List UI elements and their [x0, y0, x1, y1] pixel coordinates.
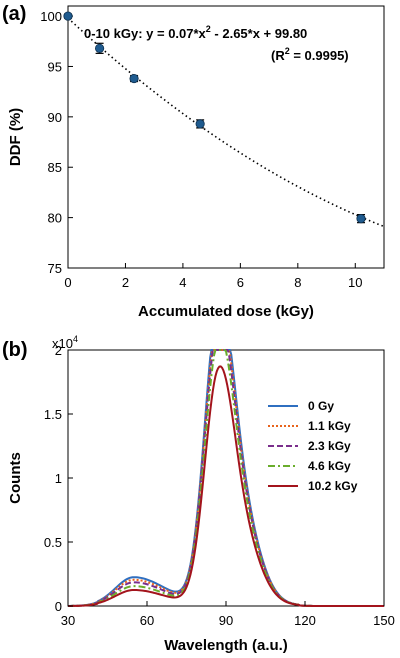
fit-r-squared: (R2 = 0.9995)	[271, 46, 349, 63]
legend-label: 10.2 kGy	[308, 479, 358, 493]
x-tick-label: 6	[237, 275, 244, 290]
y-tick-label: 1	[55, 471, 62, 486]
panel-b-plot-area	[67, 349, 385, 607]
series-line	[67, 349, 384, 607]
y-tick-label: 75	[48, 261, 62, 276]
y-tick-label: 80	[48, 211, 62, 226]
legend-item: 2.3 kGy	[268, 439, 351, 453]
data-point	[195, 119, 205, 129]
series-line	[67, 349, 384, 607]
series-line	[67, 349, 384, 607]
x-tick-label: 8	[294, 275, 301, 290]
series-line	[67, 349, 384, 607]
panel-a-label: (a)	[2, 3, 26, 25]
x-tick-label: 120	[294, 613, 316, 628]
panel-a-chart: 0 2 4 6 8 10 75 80 85 90 95 100 0-10 kGy: y = 0.07…	[7, 5, 385, 320]
legend-item: 0 Gy	[268, 399, 334, 413]
legend-label: 1.1 kGy	[308, 419, 351, 433]
legend-item: 4.6 kGy	[268, 459, 351, 473]
y-tick-label: 0	[55, 599, 62, 614]
legend-label: 0 Gy	[308, 399, 334, 413]
panel-a-x-axis-title: Accumulated dose (kGy)	[138, 303, 314, 320]
y-multiplier: x104	[52, 334, 78, 351]
x-tick-label: 0	[64, 275, 71, 290]
series-line	[68, 365, 384, 607]
legend-item: 10.2 kGy	[268, 479, 358, 493]
legend-label: 4.6 kGy	[308, 459, 351, 473]
data-point	[129, 73, 139, 84]
legend: 0 Gy 1.1 kGy 2.3 kGy 4.6 kGy 10.2 kGy	[268, 399, 358, 493]
x-tick-label: 30	[61, 613, 75, 628]
y-tick-label: 95	[48, 59, 62, 74]
x-tick-label: 60	[140, 613, 154, 628]
y-tick-label: 1.5	[44, 407, 62, 422]
x-tick-label: 10	[348, 275, 362, 290]
x-tick-label: 2	[122, 275, 129, 290]
legend-item: 1.1 kGy	[268, 419, 351, 433]
x-tick-label: 150	[373, 613, 395, 628]
y-tick-label: 2	[55, 343, 62, 358]
legend-label: 2.3 kGy	[308, 439, 351, 453]
y-tick-label: 90	[48, 110, 62, 125]
fit-equation: 0-10 kGy: y = 0.07*x2 - 2.65*x + 99.80	[84, 24, 307, 41]
data-point	[63, 11, 73, 21]
data-point	[356, 213, 366, 224]
panel-b-chart: 30 60 90 120 150 0 0.5 1 1.5 2 x104 0 Gy 1.1 kGy 2…	[7, 334, 395, 654]
y-tick-label: 85	[48, 160, 62, 175]
panel-a-y-axis-title: DDF (%)	[7, 108, 24, 166]
x-tick-label: 4	[179, 275, 186, 290]
panel-b-y-axis-title: Counts	[7, 452, 24, 504]
panel-a-plot-area	[67, 5, 385, 269]
panel-b-label: (b)	[2, 339, 28, 361]
y-tick-label: 100	[40, 9, 62, 24]
panel-b-x-axis-title: Wavelength (a.u.)	[164, 637, 288, 654]
x-tick-label: 90	[219, 613, 233, 628]
data-point	[95, 42, 105, 54]
y-tick-label: 0.5	[44, 535, 62, 550]
